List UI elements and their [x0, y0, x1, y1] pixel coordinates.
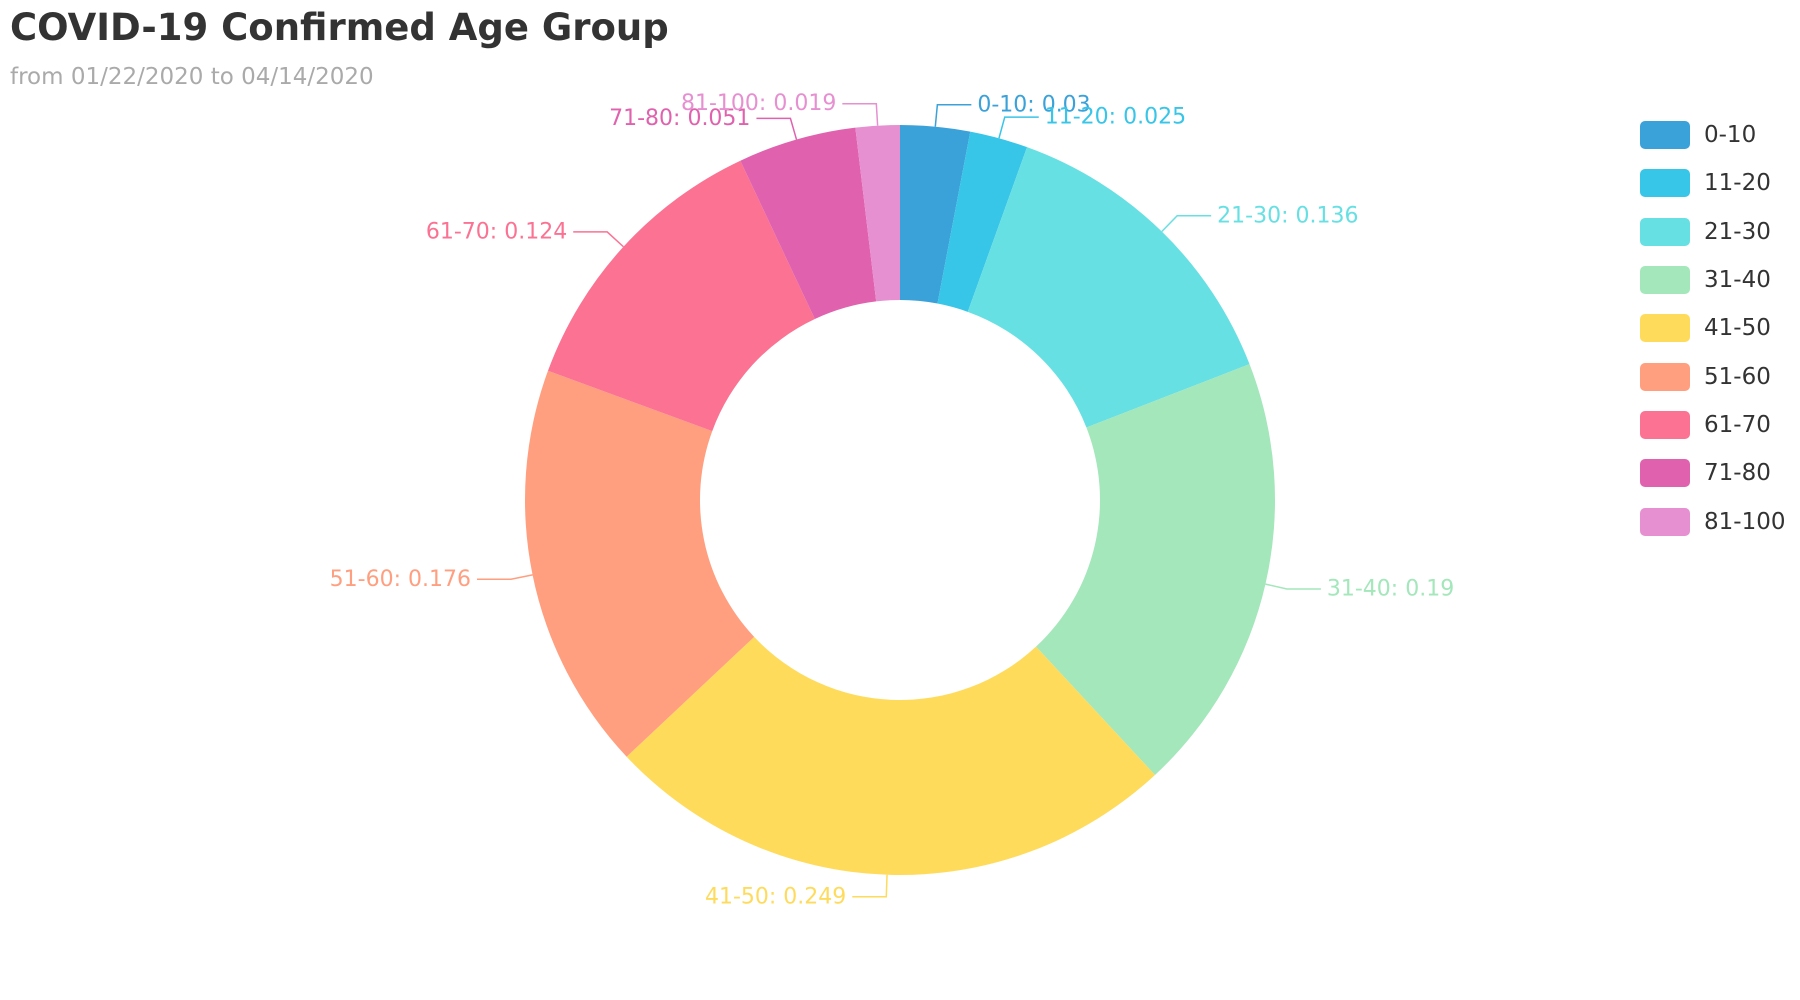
data-label-31-40: 31-40: 0.19	[1327, 577, 1454, 602]
legend-item-0-10[interactable]: 0-10	[1640, 111, 1785, 159]
donut-slice-41-50[interactable]	[626, 636, 1155, 875]
legend-swatch	[1640, 362, 1690, 391]
data-label-71-80: 71-80: 0.051	[609, 106, 750, 131]
legend-item-21-30[interactable]: 21-30	[1640, 208, 1785, 256]
legend-swatch	[1640, 507, 1690, 536]
legend-label: 81-100	[1704, 508, 1786, 535]
data-label-11-20: 11-20: 0.025	[1045, 105, 1186, 130]
legend-label: 0-10	[1704, 122, 1757, 149]
legend-item-71-80[interactable]: 71-80	[1640, 449, 1785, 497]
slices-layer	[525, 125, 1275, 875]
leader-line-21-30	[1161, 215, 1212, 233]
legend-swatch	[1640, 314, 1690, 343]
leader-line-81-100	[842, 102, 879, 126]
legend-item-61-70[interactable]: 61-70	[1640, 401, 1785, 449]
donut-slice-31-40[interactable]	[1035, 364, 1275, 775]
legend-item-41-50[interactable]: 41-50	[1640, 304, 1785, 352]
legend-label: 51-60	[1704, 363, 1771, 390]
donut-slice-71-80[interactable]	[740, 127, 877, 320]
donut-slice-51-60[interactable]	[525, 370, 755, 757]
data-label-61-70: 61-70: 0.124	[426, 219, 567, 244]
leader-line-41-50	[852, 874, 888, 898]
chart-subtitle: from 01/22/2020 to 04/14/2020	[10, 64, 374, 90]
leader-line-51-60	[476, 574, 533, 581]
legend-label: 41-50	[1704, 315, 1771, 342]
donut-slice-81-100[interactable]	[855, 125, 900, 302]
donut-slice-0-10[interactable]	[900, 125, 971, 304]
legend-label: 21-30	[1704, 218, 1771, 245]
data-label-41-50: 41-50: 0.249	[705, 884, 846, 909]
legend-swatch	[1640, 169, 1690, 198]
leader-line-11-20	[998, 116, 1039, 139]
chart-title: COVID-19 Confirmed Age Group	[10, 6, 669, 49]
legend-swatch	[1640, 459, 1690, 488]
data-label-81-100: 81-100: 0.019	[681, 91, 836, 116]
legend-item-81-100[interactable]: 81-100	[1640, 497, 1785, 545]
donut-slice-21-30[interactable]	[967, 147, 1250, 428]
legend-item-11-20[interactable]: 11-20	[1640, 159, 1785, 207]
leader-line-0-10	[934, 104, 972, 127]
legend-swatch	[1640, 121, 1690, 150]
legend-swatch	[1640, 410, 1690, 439]
legend-label: 61-70	[1704, 411, 1771, 438]
legend-item-51-60[interactable]: 51-60	[1640, 352, 1785, 400]
donut-slice-11-20[interactable]	[937, 131, 1028, 312]
legend-swatch	[1640, 266, 1690, 295]
legend: 0-10 11-20 21-30 31-40 41-50 51-60 61-70 71-80 8…	[1640, 111, 1785, 546]
legend-label: 11-20	[1704, 170, 1771, 197]
data-label-21-30: 21-30: 0.136	[1217, 203, 1358, 228]
donut-slice-61-70[interactable]	[547, 160, 815, 432]
leader-line-71-80	[756, 117, 798, 140]
leader-line-61-70	[573, 231, 624, 248]
legend-item-31-40[interactable]: 31-40	[1640, 256, 1785, 304]
legend-swatch	[1640, 217, 1690, 246]
leader-line-31-40	[1265, 583, 1321, 590]
legend-label: 31-40	[1704, 267, 1771, 294]
data-label-0-10: 0-10: 0.03	[977, 92, 1090, 117]
data-label-51-60: 51-60: 0.176	[330, 567, 471, 592]
legend-label: 71-80	[1704, 460, 1771, 487]
